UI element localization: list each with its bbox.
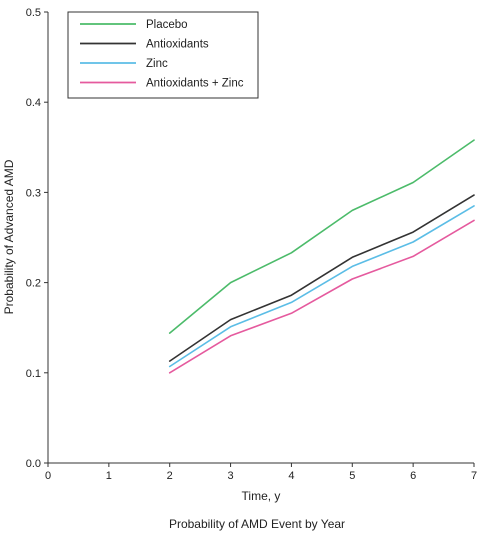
series-line-antioxidants-zinc <box>168 219 475 374</box>
x-tick-label: 6 <box>410 470 416 482</box>
x-tick-label: 1 <box>106 470 112 482</box>
legend-label-placebo: Placebo <box>146 19 188 31</box>
y-ticks: 0.0 0.1 0.2 0.3 0.4 0.5 <box>26 7 48 470</box>
y-tick-label: 0.4 <box>26 97 41 109</box>
y-axis-title: Probability of Advanced AMD <box>2 159 16 314</box>
chart-caption: Probability of AMD Event by Year <box>169 517 345 531</box>
series-group <box>168 139 475 374</box>
series-line-antioxidants <box>168 194 475 362</box>
x-tick-label: 4 <box>288 470 294 482</box>
legend: Placebo Antioxidants Zinc Antioxidants + Zi… <box>67 11 259 99</box>
x-tick-label: 7 <box>471 470 477 482</box>
x-tick-label: 5 <box>349 470 355 482</box>
legend-label-antioxidants: Antioxidants <box>146 39 209 51</box>
series-line-zinc <box>168 205 475 368</box>
x-tick-label: 2 <box>167 470 173 482</box>
y-tick-label: 0.1 <box>26 368 41 380</box>
y-tick-label: 0.2 <box>26 278 41 290</box>
y-tick-label: 0.5 <box>26 7 41 19</box>
y-tick-label: 0.3 <box>26 187 41 199</box>
legend-label-antioxidants-zinc: Antioxidants + Zinc <box>146 78 244 90</box>
y-tick-label: 0.0 <box>26 458 41 470</box>
x-ticks: 0 1 2 3 4 5 6 7 <box>45 463 477 482</box>
legend-box <box>67 11 259 99</box>
x-tick-label: 0 <box>45 470 51 482</box>
series-line-placebo <box>168 139 475 334</box>
legend-label-zinc: Zinc <box>146 58 168 70</box>
x-tick-label: 3 <box>228 470 234 482</box>
axes <box>47 12 474 464</box>
x-axis-title: Time, y <box>242 489 281 503</box>
